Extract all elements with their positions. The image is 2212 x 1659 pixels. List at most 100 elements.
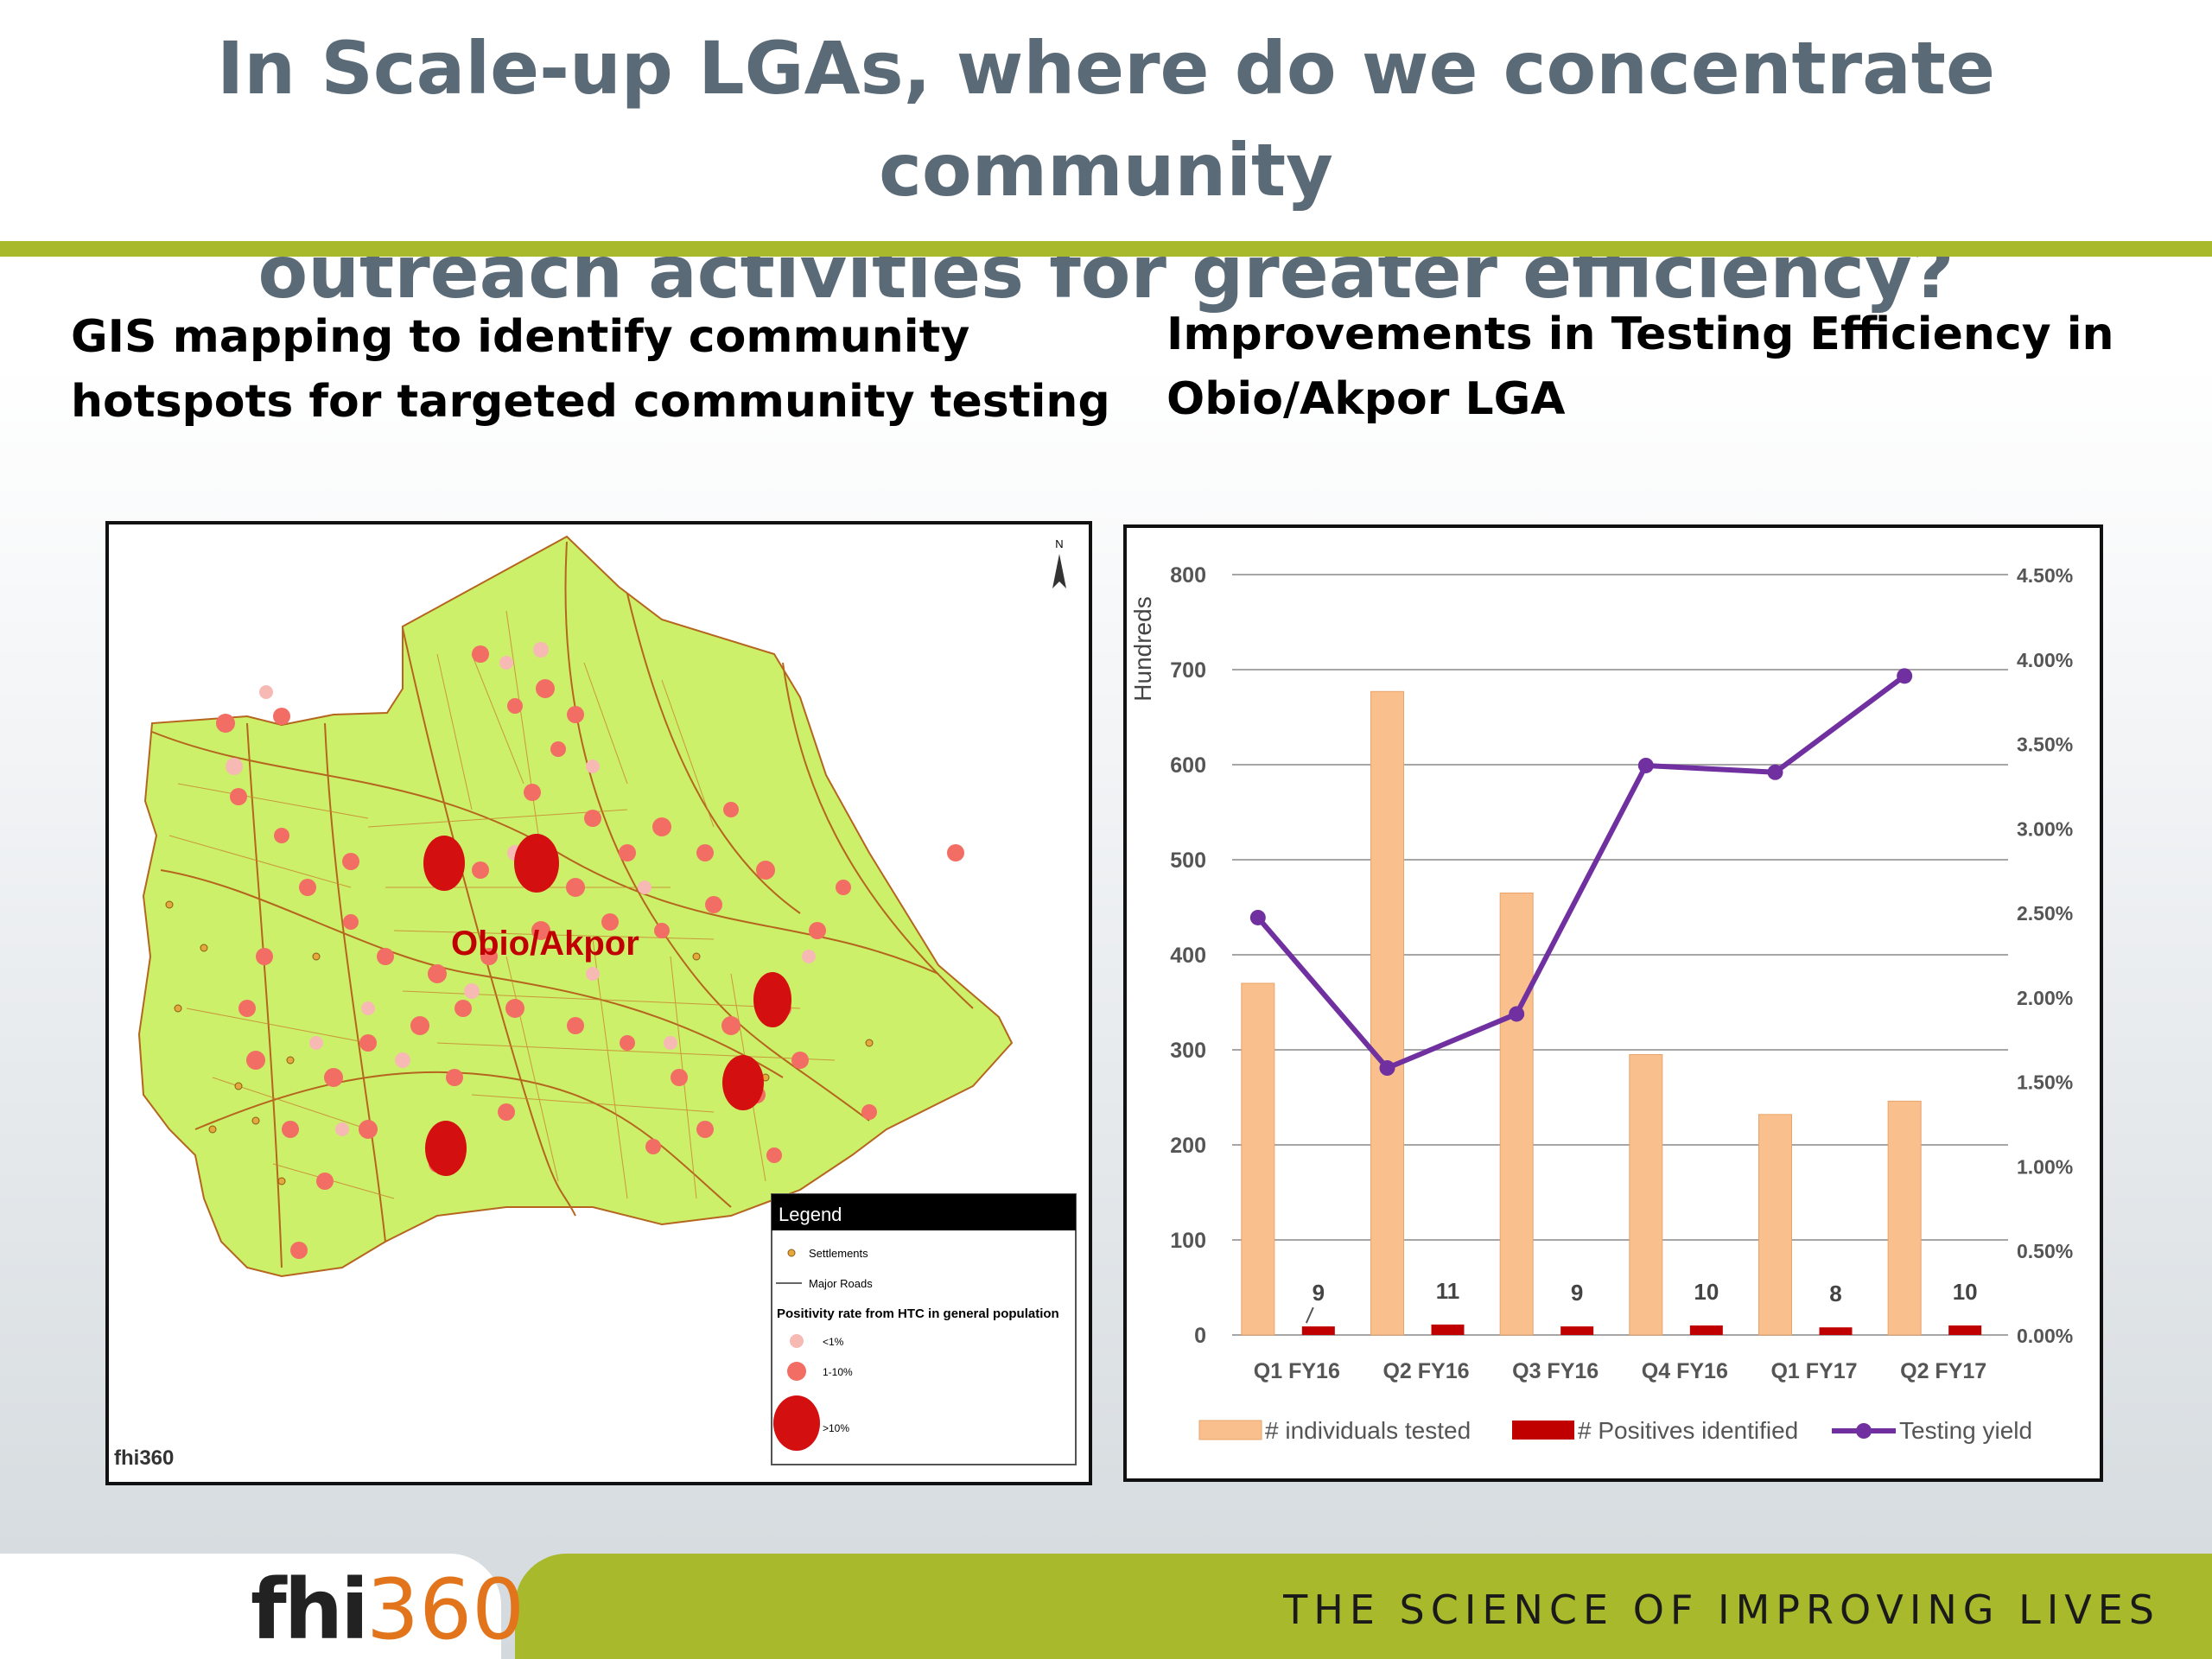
- legend-swatch-tested: [1198, 1420, 1262, 1440]
- left-tick-label: 100: [1170, 1229, 1206, 1253]
- bar-positives-identified: [1689, 1325, 1723, 1335]
- right-tick-label: 4.50%: [2017, 564, 2073, 587]
- category-label: Q4 FY16: [1642, 1359, 1728, 1383]
- category-label: Q1 FY16: [1254, 1359, 1340, 1383]
- legend-mid-symbol: [787, 1362, 806, 1381]
- bar-positives-identified: [1948, 1325, 1982, 1335]
- map-heading: GIS mapping to identify community hotspo…: [71, 305, 1110, 435]
- testing-yield-point: [1509, 1006, 1525, 1022]
- bar-individuals-tested: [1499, 893, 1534, 1336]
- map-legend: Legend Settlements Major Roads Positivit…: [771, 1193, 1077, 1465]
- testing-efficiency-chart: 0 100 200 300 400 500 600 700 800 0.00% 0.50% 1.00…: [1129, 563, 2073, 1444]
- major-roads: [151, 541, 974, 1268]
- legend-title: Legend: [779, 1204, 842, 1225]
- legend-settlement-symbol: [787, 1249, 796, 1257]
- data-label-positives: 9: [1571, 1280, 1583, 1306]
- logo-fhi: fhi: [251, 1561, 369, 1658]
- bar-positives-identified: [1560, 1326, 1594, 1335]
- testing-yield-point: [1767, 764, 1783, 780]
- bar-positives-identified: [1301, 1326, 1335, 1335]
- chart-heading-line-2: Obio/Akpor LGA: [1166, 373, 1566, 425]
- slide-title: In Scale-up LGAs, where do we concentrat…: [52, 17, 2160, 323]
- bar-individuals-tested: [1887, 1100, 1922, 1336]
- data-label-positives: 8: [1829, 1281, 1841, 1306]
- lga-map-label: Obio/Akpor: [451, 925, 639, 963]
- gridlines: [1232, 574, 2008, 1336]
- data-label-positives: 11: [1436, 1278, 1460, 1304]
- series-positives-identified: 9 11 9 10 8 10: [1301, 1278, 1982, 1335]
- legend-mid: 1-10%: [823, 1366, 853, 1378]
- category-label: Q3 FY16: [1512, 1359, 1599, 1383]
- legend-settlements: Settlements: [809, 1247, 868, 1260]
- logo-360: 360: [366, 1561, 525, 1658]
- right-tick-label: 3.50%: [2017, 734, 2073, 756]
- series-individuals-tested: [1241, 690, 1922, 1336]
- left-tick-label: 600: [1170, 753, 1206, 778]
- title-line-1: In Scale-up LGAs, where do we concentrat…: [217, 26, 1995, 213]
- left-tick-label: 300: [1170, 1039, 1206, 1063]
- fhi360-logo: fhi360: [251, 1562, 524, 1657]
- right-tick-label: 1.50%: [2017, 1071, 2073, 1094]
- bar-positives-identified: [1819, 1327, 1853, 1335]
- chart-legend: # individuals tested # Positives identifi…: [1198, 1417, 2032, 1444]
- data-label-positives: 10: [1694, 1279, 1719, 1305]
- right-axis-ticks: 0.00% 0.50% 1.00% 1.50% 2.00% 2.50% 3.00% 3.50%…: [2017, 564, 2073, 1347]
- category-label: Q2 FY16: [1382, 1359, 1469, 1383]
- bar-individuals-tested: [1241, 982, 1275, 1336]
- legend-positivity-title: Positivity rate from HTC in general popu…: [777, 1306, 1059, 1321]
- legend-swatch-yield-marker: [1856, 1423, 1872, 1439]
- settlement-dots: [165, 900, 874, 1185]
- left-axis-title: Hundreds: [1129, 596, 1156, 701]
- series-testing-yield: [1249, 668, 1913, 1077]
- data-label-positives: 9: [1313, 1280, 1325, 1306]
- footer-band: [515, 1554, 2212, 1659]
- legend-high-symbol: [773, 1395, 820, 1451]
- testing-yield-point: [1249, 909, 1266, 925]
- bar-individuals-tested: [1758, 1114, 1792, 1336]
- bar-positives-identified: [1431, 1324, 1465, 1335]
- legend-roads: Major Roads: [809, 1277, 873, 1290]
- north-arrow-label: N: [1055, 537, 1063, 550]
- legend-label-tested: # individuals tested: [1265, 1417, 1471, 1444]
- legend-label-yield: Testing yield: [1899, 1417, 2032, 1444]
- footer-logo-area: [0, 1554, 501, 1659]
- category-label: Q2 FY17: [1900, 1359, 1986, 1383]
- bar-individuals-tested: [1370, 690, 1404, 1336]
- left-tick-label: 0: [1194, 1324, 1206, 1348]
- right-tick-label: 4.00%: [2017, 649, 2073, 671]
- data-label-leader: [1305, 1306, 1314, 1324]
- category-axis-labels: Q1 FY16 Q2 FY16 Q3 FY16 Q4 FY16 Q1 FY17 Q2 FY…: [1254, 1359, 1986, 1383]
- right-tick-label: 2.00%: [2017, 987, 2073, 1009]
- legend-low-symbol: [790, 1334, 804, 1348]
- legend-swatch-positives: [1512, 1421, 1574, 1440]
- left-axis-ticks: 0 100 200 300 400 500 600 700 800: [1170, 563, 1206, 1348]
- chart-panel: 0 100 200 300 400 500 600 700 800 0.00% 0.50% 1.00…: [1123, 524, 2103, 1482]
- right-tick-label: 1.00%: [2017, 1155, 2073, 1178]
- bar-individuals-tested: [1629, 1054, 1663, 1336]
- hotspots-low: [226, 642, 816, 1136]
- title-divider: [0, 241, 2212, 257]
- right-tick-label: 3.00%: [2017, 817, 2073, 840]
- left-tick-label: 700: [1170, 658, 1206, 683]
- gis-map-panel: Obio/Akpor N Legend Settlements Major Ro…: [105, 521, 1092, 1485]
- gis-map: Obio/Akpor N Legend Settlements Major Ro…: [114, 535, 1077, 1470]
- map-heading-line-1: GIS mapping to identify community: [71, 311, 970, 363]
- testing-yield-point: [1637, 757, 1654, 773]
- left-tick-label: 500: [1170, 849, 1206, 873]
- testing-yield-line: [1255, 673, 1906, 1071]
- hotspots-high: [423, 834, 791, 1176]
- left-tick-label: 400: [1170, 944, 1206, 968]
- legend-high: >10%: [823, 1422, 849, 1434]
- map-heading-line-2: hotspots for targeted community testing: [71, 376, 1110, 428]
- left-tick-label: 800: [1170, 563, 1206, 588]
- left-tick-label: 200: [1170, 1134, 1206, 1158]
- right-tick-label: 0.50%: [2017, 1240, 2073, 1262]
- north-arrow: N: [1052, 537, 1066, 588]
- testing-yield-point: [1897, 668, 1913, 684]
- chart-heading: Improvements in Testing Efficiency in Ob…: [1166, 302, 2114, 432]
- category-label: Q1 FY17: [1770, 1359, 1857, 1383]
- data-label-positives: 10: [1953, 1279, 1978, 1305]
- legend-low: <1%: [823, 1336, 844, 1348]
- legend-label-positives: # Positives identified: [1578, 1417, 1798, 1444]
- right-tick-label: 0.00%: [2017, 1325, 2073, 1347]
